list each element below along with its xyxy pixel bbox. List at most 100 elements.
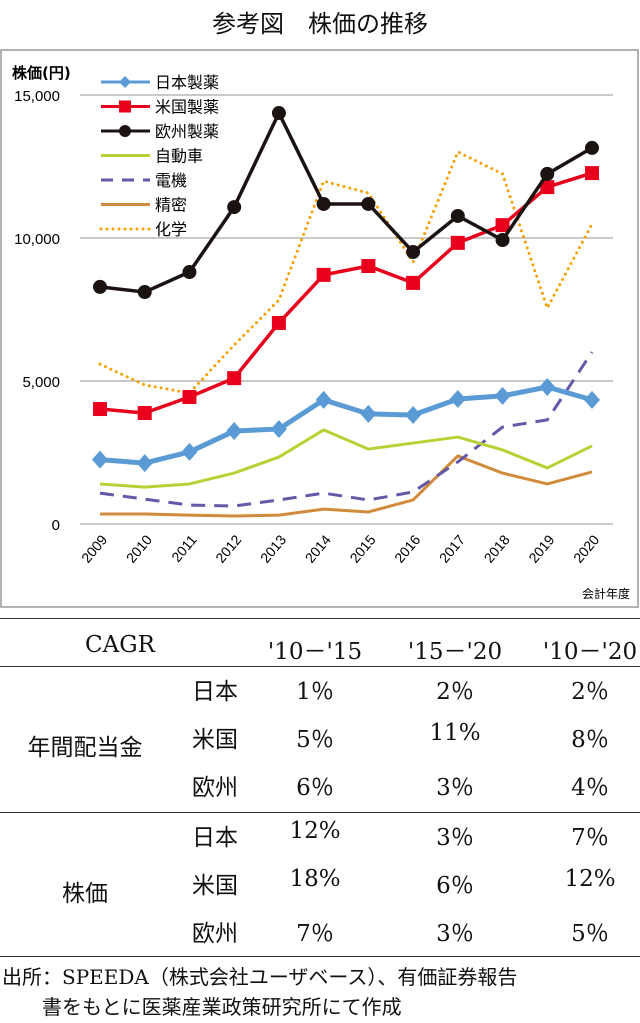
table-header: '10－'15	[267, 639, 363, 665]
chart-frame	[0, 49, 639, 608]
table-cell: 2％	[571, 679, 609, 705]
source-note: 出所：SPEEDA（株式会社ユーザベース）、有価証券報告 書をもとに医薬産業政策…	[2, 962, 517, 1022]
data-point	[227, 371, 242, 386]
data-point	[137, 406, 152, 421]
legend-item: 欧州製薬	[101, 122, 219, 141]
series-line-0	[99, 384, 593, 466]
data-point	[585, 140, 599, 155]
data-point	[182, 265, 197, 280]
table-header: '15－'20	[407, 639, 503, 665]
region-label: 欧州	[192, 921, 238, 947]
legend-label: 自動車	[155, 147, 203, 166]
table-divider	[0, 666, 640, 667]
legend-label: 米国製薬	[155, 98, 219, 117]
table-cell: 2％	[436, 679, 474, 705]
data-point	[449, 390, 466, 409]
line-chart: 0 5,000 10,000 15,000 株価(円) 会計年度 2009 2010 2011 2…	[0, 49, 639, 608]
source-line-2: 書をもとに医薬産業政策研究所にて作成	[2, 995, 402, 1019]
legend-item: 自動車	[101, 147, 203, 166]
legend-label: 精密	[155, 196, 187, 215]
series-line-3	[99, 428, 593, 489]
x-tick-label: 2014	[302, 531, 334, 565]
data-point	[406, 245, 421, 260]
data-point	[360, 404, 377, 423]
data-point	[93, 402, 107, 417]
x-tick-label: 2018	[481, 531, 513, 565]
region-label: 日本	[192, 679, 238, 705]
legend-item: 化学	[99, 220, 187, 239]
legend-label: 欧州製薬	[155, 122, 219, 141]
x-axis-label: 会計年度	[582, 586, 630, 601]
data-point	[495, 218, 510, 233]
legend-item: 日本製薬	[101, 73, 219, 92]
data-point	[450, 235, 465, 250]
series-line-1	[99, 171, 593, 415]
figure-title: 参考図 株価の推移	[212, 10, 428, 38]
data-point	[93, 279, 107, 294]
table-cell: 12%	[564, 866, 616, 892]
data-point	[271, 106, 286, 121]
table-cell: 18%	[289, 866, 341, 892]
table-cell: 11%	[429, 720, 481, 746]
table-cell: 1％	[296, 679, 334, 705]
data-point	[494, 386, 511, 405]
data-point	[182, 390, 197, 405]
table-cell: 4％	[571, 775, 609, 801]
x-tick-label: 2009	[78, 531, 110, 565]
x-tick-label: 2020	[570, 531, 602, 565]
legend-label: 化学	[155, 220, 187, 239]
region-label: 米国	[192, 727, 238, 753]
legend-item: 米国製薬	[101, 98, 219, 117]
table-divider	[0, 812, 640, 813]
data-point	[405, 406, 422, 425]
x-tick-label: 2013	[257, 531, 289, 565]
data-point	[584, 390, 600, 409]
table-cell: 3％	[436, 921, 474, 947]
y-tick-label: 10,000	[14, 231, 60, 248]
x-tick-label: 2011	[168, 531, 200, 565]
data-point	[361, 259, 376, 274]
legend-item: 電機	[101, 171, 187, 190]
data-point	[585, 166, 599, 181]
x-tick-label: 2019	[525, 531, 557, 565]
data-point	[495, 233, 510, 248]
table-cell: 7％	[571, 825, 609, 851]
data-point	[136, 454, 153, 473]
series-line-2	[99, 111, 593, 294]
table-divider	[0, 618, 640, 619]
table-cell: 12%	[289, 818, 341, 844]
x-tick-label: 2016	[391, 531, 423, 565]
data-point	[227, 200, 242, 215]
data-point	[181, 442, 198, 461]
data-point	[540, 166, 555, 181]
data-point	[316, 196, 331, 211]
data-point	[315, 390, 332, 409]
table-cell: 3％	[436, 825, 474, 851]
data-point	[450, 208, 465, 223]
y-tick-label: 15,000	[14, 88, 60, 105]
x-tick-label: 2017	[436, 531, 468, 565]
data-point	[316, 267, 331, 282]
data-point	[361, 196, 376, 211]
table-cell: 6％	[296, 775, 334, 801]
table-cell: 8％	[571, 727, 609, 753]
group-label: 株価	[62, 881, 108, 907]
region-label: 米国	[192, 873, 238, 899]
data-point	[92, 450, 108, 469]
table-cell: 7％	[296, 921, 334, 947]
data-point	[271, 315, 286, 330]
legend-item: 精密	[101, 196, 187, 215]
y-tick-label: 0	[52, 517, 60, 534]
series-line-6	[98, 150, 594, 395]
data-point	[226, 422, 243, 441]
table-cell: 5％	[296, 727, 334, 753]
legend-label: 電機	[155, 171, 187, 190]
region-label: 日本	[192, 825, 238, 851]
table-header: '10－'20	[542, 639, 638, 665]
x-tick-label: 2012	[212, 531, 244, 565]
data-point	[270, 420, 287, 439]
table-header: CAGR	[85, 632, 155, 658]
series-line-4	[99, 351, 594, 508]
table-divider	[0, 956, 640, 957]
group-label: 年間配当金	[27, 735, 143, 761]
